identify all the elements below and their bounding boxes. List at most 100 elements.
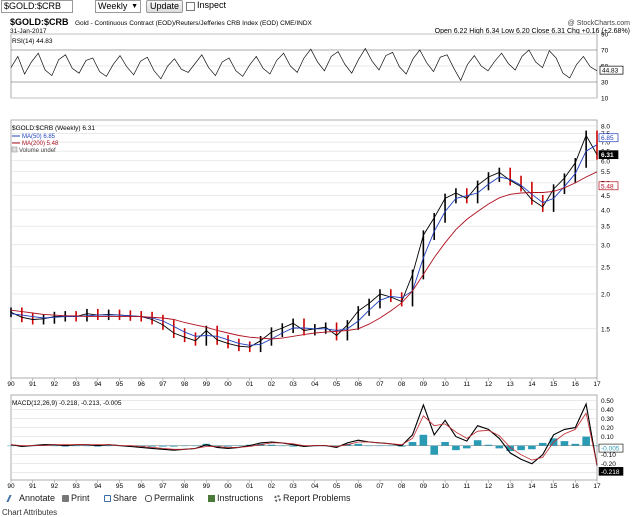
rsi-tick-label: 70 xyxy=(601,48,609,55)
x-axis-top-label: 08 xyxy=(398,381,406,388)
macd-histogram-bar xyxy=(506,445,514,452)
x-axis-top-label: 09 xyxy=(420,381,428,388)
macd-frame xyxy=(10,394,598,481)
macd-histogram-bar xyxy=(289,445,297,447)
macd-tick-label: 0.40 xyxy=(601,407,614,414)
x-axis-bottom-label: 01 xyxy=(246,483,254,490)
x-axis-top-label: 04 xyxy=(311,381,319,388)
annotate-link[interactable]: Annotate xyxy=(6,492,56,504)
x-axis-top-label: 01 xyxy=(246,381,254,388)
x-axis-top-label: 92 xyxy=(51,381,59,388)
price-last-value-box xyxy=(598,181,619,191)
rsi-tick-label: 10 xyxy=(601,96,609,103)
gear-icon xyxy=(274,495,281,502)
x-axis-top-label: 00 xyxy=(224,381,232,388)
x-axis-bottom-label: 04 xyxy=(311,483,319,490)
x-axis-top-label: 17 xyxy=(593,381,601,388)
x-axis-top-label: 06 xyxy=(355,381,363,388)
chart-toolbar: $GOLD:$CRB Weekly ▼ Update Inspect xyxy=(0,0,640,13)
macd-histogram-bar xyxy=(538,442,547,446)
x-axis-bottom-label: 11 xyxy=(463,483,470,490)
macd-histogram-bar xyxy=(593,445,601,447)
macd-histogram-bar xyxy=(72,445,80,447)
x-axis-bottom-label: 06 xyxy=(355,483,363,490)
period-select[interactable]: Weekly ▼ xyxy=(95,0,141,13)
price-frame xyxy=(10,119,598,379)
price-legend-title: $GOLD:$CRB (Weekly) 6.31 xyxy=(12,125,95,132)
printer-icon xyxy=(62,495,69,502)
share-link[interactable]: Share xyxy=(104,492,137,504)
macd-tick-label: 0.30 xyxy=(601,416,614,423)
macd-tick-label: 0.50 xyxy=(601,398,614,405)
x-axis-top-label: 93 xyxy=(72,381,80,388)
chart-description: Gold - Continuous Contract (EOD)/Reuters… xyxy=(75,20,313,27)
macd-histogram-bar xyxy=(137,445,146,447)
macd-tick-label: 0.20 xyxy=(601,425,614,432)
x-axis-top-label: 10 xyxy=(441,381,449,388)
price-tick-label: 4.5 xyxy=(601,193,610,200)
link-icon xyxy=(145,495,152,502)
macd-histogram-bar xyxy=(104,445,113,447)
macd-histogram-bar xyxy=(235,445,243,447)
chart-canvas[interactable]: $GOLD:$CRB Gold - Continuous Contract (E… xyxy=(0,12,640,490)
ma50-legend-label: MA(50) 6.85 xyxy=(22,134,56,140)
permalink-label: Permalink xyxy=(154,493,195,503)
macd-histogram-bar xyxy=(376,445,384,447)
inspect-label: Inspect xyxy=(197,0,227,10)
print-link[interactable]: Print xyxy=(62,492,90,504)
macd-last-value-box xyxy=(598,443,624,453)
x-axis-bottom-label: 92 xyxy=(51,483,59,490)
rsi-tick-label: 90 xyxy=(601,32,609,39)
macd-histogram-bar xyxy=(224,445,232,447)
annotate-label: Annotate xyxy=(19,493,56,503)
price-last-value-label: 6.31 xyxy=(601,152,614,159)
price-close-line xyxy=(10,134,598,348)
macd-signal-line xyxy=(10,412,598,465)
price-tick-label: 5.5 xyxy=(601,169,610,176)
macd-histogram-bar xyxy=(267,444,276,446)
ohlc-readout: Open 6.22 High 6.34 Low 6.20 Close 6.31 … xyxy=(435,28,630,35)
instructions-link[interactable]: Instructions xyxy=(208,492,263,504)
inspect-checkbox[interactable] xyxy=(186,2,195,11)
symbol-input[interactable]: $GOLD:$CRB xyxy=(1,0,73,13)
pencil-icon xyxy=(6,495,19,502)
book-icon xyxy=(208,495,215,502)
price-tick-label: 6.0 xyxy=(601,158,610,165)
print-label: Print xyxy=(71,493,90,503)
x-axis-top-label: 90 xyxy=(7,381,15,388)
chart-symbol-title: $GOLD:$CRB xyxy=(10,17,69,27)
update-button[interactable]: Update xyxy=(146,0,184,13)
period-select-value: Weekly xyxy=(98,1,128,11)
x-axis-bottom-label: 10 xyxy=(441,483,449,490)
macd-histogram-bar xyxy=(484,444,493,446)
x-axis-bottom-label: 99 xyxy=(203,483,211,490)
x-axis-top-label: 14 xyxy=(528,381,536,388)
macd-tick-label: -0.20 xyxy=(601,461,616,468)
macd-histogram-bar xyxy=(473,440,482,446)
macd-histogram-bar xyxy=(571,443,580,446)
report-problems-label: Report Problems xyxy=(283,493,351,503)
x-axis-bottom-label: 94 xyxy=(94,483,102,490)
rsi-tick-label: 30 xyxy=(601,80,609,87)
x-axis-top-label: 96 xyxy=(138,381,146,388)
macd-histogram-bar xyxy=(452,445,460,451)
rsi-line xyxy=(10,47,598,82)
chart-date: 31-Jan-2017 xyxy=(10,28,47,35)
macd-histogram-bar xyxy=(83,445,91,447)
volume-legend-swatch xyxy=(11,146,18,153)
permalink-link[interactable]: Permalink xyxy=(145,492,194,504)
macd-histogram-bar xyxy=(148,445,156,447)
price-last-value-label: 5.48 xyxy=(601,183,614,190)
x-axis-top-label: 02 xyxy=(268,381,276,388)
report-problems-link[interactable]: Report Problems xyxy=(274,492,351,504)
chart-attributes-heading: Chart Attributes xyxy=(2,508,58,517)
share-icon xyxy=(104,495,111,502)
price-tick-label: 8.0 xyxy=(601,123,610,130)
price-tick-label: 2.0 xyxy=(601,291,610,298)
x-axis-bottom-label: 17 xyxy=(593,483,601,490)
x-axis-bottom-label: 09 xyxy=(420,483,428,490)
price-tick-label: 4.0 xyxy=(601,207,610,214)
macd-histogram-bar xyxy=(180,445,189,447)
macd-histogram-bar xyxy=(441,442,449,446)
macd-histogram-bar xyxy=(430,445,439,455)
